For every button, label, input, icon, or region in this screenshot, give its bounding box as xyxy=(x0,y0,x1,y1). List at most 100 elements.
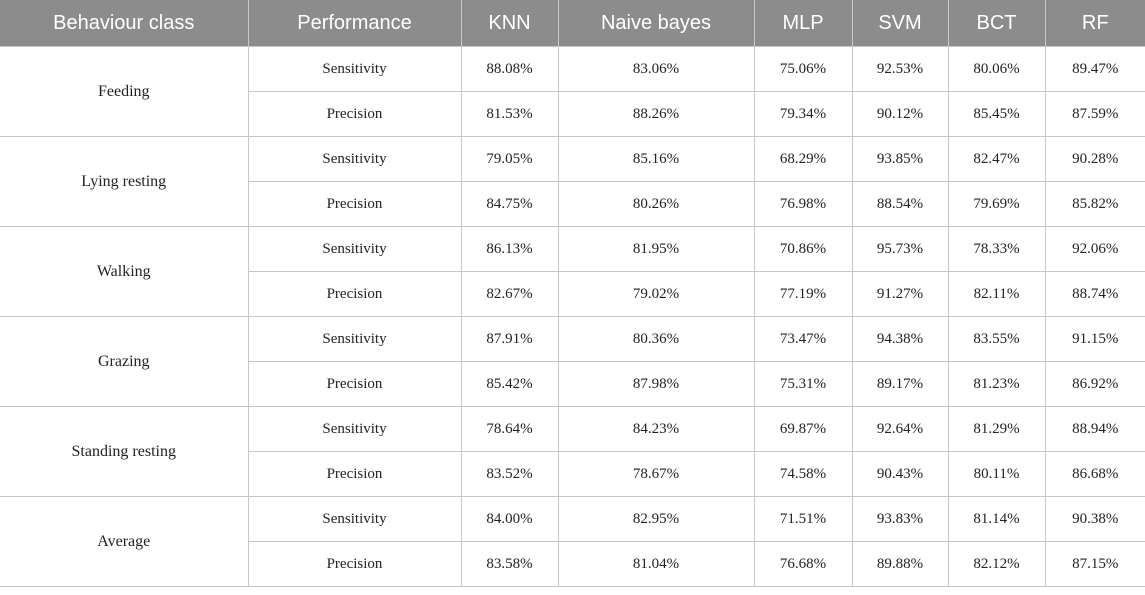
value-cell: 81.23% xyxy=(947,361,1046,407)
value-cell: 83.55% xyxy=(947,316,1046,362)
value-cell: 83.06% xyxy=(557,46,755,92)
value-cell: 91.27% xyxy=(851,271,949,317)
header-behaviour-class: Behaviour class xyxy=(0,0,249,47)
value-cell: 83.58% xyxy=(460,541,559,587)
value-cell: 87.91% xyxy=(460,316,559,362)
value-cell: 93.83% xyxy=(851,496,949,542)
table-row: Standing resting Sensitivity 78.64% 84.23% 6… xyxy=(0,406,1145,497)
value-cell: 87.59% xyxy=(1044,91,1145,137)
value-cell: 69.87% xyxy=(753,406,853,452)
header-mlp: MLP xyxy=(754,0,853,47)
value-cell: 89.47% xyxy=(1044,46,1145,92)
value-cell: 86.13% xyxy=(460,226,559,272)
value-cell: 84.23% xyxy=(557,406,755,452)
value-cell: 92.53% xyxy=(851,46,949,92)
value-cell: 71.51% xyxy=(753,496,853,542)
value-cell: 90.28% xyxy=(1044,136,1145,182)
performance-metric-cell: Sensitivity xyxy=(247,226,462,272)
value-cell: 81.04% xyxy=(557,541,755,587)
value-cell: 80.26% xyxy=(557,181,755,227)
performance-metric-cell: Precision xyxy=(248,451,462,497)
value-cell: 75.06% xyxy=(753,46,853,92)
table-row: Average Sensitivity 84.00% 82.95% 71.51% 93.8… xyxy=(0,496,1145,587)
value-cell: 79.34% xyxy=(753,91,853,137)
value-cell: 91.15% xyxy=(1044,316,1145,362)
value-cell: 79.02% xyxy=(557,271,755,317)
value-cell: 81.14% xyxy=(947,496,1046,542)
value-cell: 88.54% xyxy=(851,181,949,227)
value-cell: 73.47% xyxy=(753,316,853,362)
value-cell: 80.06% xyxy=(947,46,1046,92)
behaviour-class-cell: Average xyxy=(0,496,249,587)
value-cell: 75.31% xyxy=(753,361,853,407)
value-cell: 88.94% xyxy=(1044,406,1145,452)
performance-metric-cell: Sensitivity xyxy=(247,496,462,542)
value-cell: 94.38% xyxy=(851,316,949,362)
value-cell: 70.86% xyxy=(753,226,853,272)
value-cell: 78.33% xyxy=(947,226,1046,272)
value-cell: 76.68% xyxy=(753,541,853,587)
value-cell: 76.98% xyxy=(753,181,853,227)
header-bct: BCT xyxy=(948,0,1046,47)
value-cell: 74.58% xyxy=(753,451,853,497)
value-cell: 86.68% xyxy=(1044,451,1145,497)
value-cell: 87.98% xyxy=(557,361,755,407)
behaviour-class-cell: Lying resting xyxy=(0,136,249,227)
header-naive-bayes: Naive bayes xyxy=(558,0,755,47)
value-cell: 95.73% xyxy=(851,226,949,272)
behaviour-class-cell: Grazing xyxy=(0,316,249,407)
value-cell: 82.67% xyxy=(460,271,559,317)
value-cell: 85.45% xyxy=(947,91,1046,137)
header-knn: KNN xyxy=(461,0,559,47)
value-cell: 89.17% xyxy=(851,361,949,407)
value-cell: 77.19% xyxy=(753,271,853,317)
performance-metric-cell: Sensitivity xyxy=(247,46,462,92)
value-cell: 82.95% xyxy=(557,496,755,542)
value-cell: 78.67% xyxy=(557,451,755,497)
table-row: Lying resting Sensitivity 79.05% 85.16% 68.2… xyxy=(0,136,1145,227)
value-cell: 88.26% xyxy=(557,91,755,137)
value-cell: 92.64% xyxy=(851,406,949,452)
table-body: Feeding Sensitivity 88.08% 83.06% 75.06% 92.5… xyxy=(0,46,1145,587)
value-cell: 88.74% xyxy=(1044,271,1145,317)
value-cell: 81.53% xyxy=(460,91,559,137)
behaviour-class-cell: Feeding xyxy=(0,46,249,137)
value-cell: 68.29% xyxy=(753,136,853,182)
performance-metric-cell: Sensitivity xyxy=(247,136,462,182)
performance-metric-cell: Precision xyxy=(248,541,462,587)
table-row: Grazing Sensitivity 87.91% 80.36% 73.47% 94.3… xyxy=(0,316,1145,407)
header-svm: SVM xyxy=(852,0,949,47)
value-cell: 82.47% xyxy=(947,136,1046,182)
value-cell: 80.36% xyxy=(557,316,755,362)
performance-metric-cell: Precision xyxy=(248,91,462,137)
value-cell: 84.75% xyxy=(460,181,559,227)
value-cell: 85.16% xyxy=(557,136,755,182)
value-cell: 82.12% xyxy=(947,541,1046,587)
value-cell: 90.38% xyxy=(1044,496,1145,542)
value-cell: 85.42% xyxy=(460,361,559,407)
performance-metric-cell: Precision xyxy=(248,361,462,407)
value-cell: 88.08% xyxy=(460,46,559,92)
value-cell: 92.06% xyxy=(1044,226,1145,272)
table-row: Walking Sensitivity 86.13% 81.95% 70.86% 95.7… xyxy=(0,226,1145,317)
table-row: Feeding Sensitivity 88.08% 83.06% 75.06% 92.5… xyxy=(0,46,1145,137)
value-cell: 90.12% xyxy=(851,91,949,137)
behaviour-class-cell: Standing resting xyxy=(0,406,249,497)
value-cell: 83.52% xyxy=(460,451,559,497)
performance-metric-cell: Sensitivity xyxy=(247,316,462,362)
table-row: Precision 83.58% 81.04% 76.68% 89.88% 82.12% 8… xyxy=(0,541,1145,587)
header-row: Behaviour class Performance KNN Naive ba… xyxy=(0,0,1145,47)
value-cell: 87.15% xyxy=(1044,541,1145,587)
value-cell: 82.11% xyxy=(947,271,1046,317)
value-cell: 86.92% xyxy=(1044,361,1145,407)
value-cell: 89.88% xyxy=(851,541,949,587)
performance-metric-cell: Precision xyxy=(248,271,462,317)
value-cell: 85.82% xyxy=(1044,181,1145,227)
behaviour-class-cell: Walking xyxy=(0,226,249,317)
header-performance: Performance xyxy=(248,0,462,47)
value-cell: 93.85% xyxy=(851,136,949,182)
value-cell: 81.95% xyxy=(557,226,755,272)
header-rf: RF xyxy=(1045,0,1145,47)
value-cell: 81.29% xyxy=(947,406,1046,452)
